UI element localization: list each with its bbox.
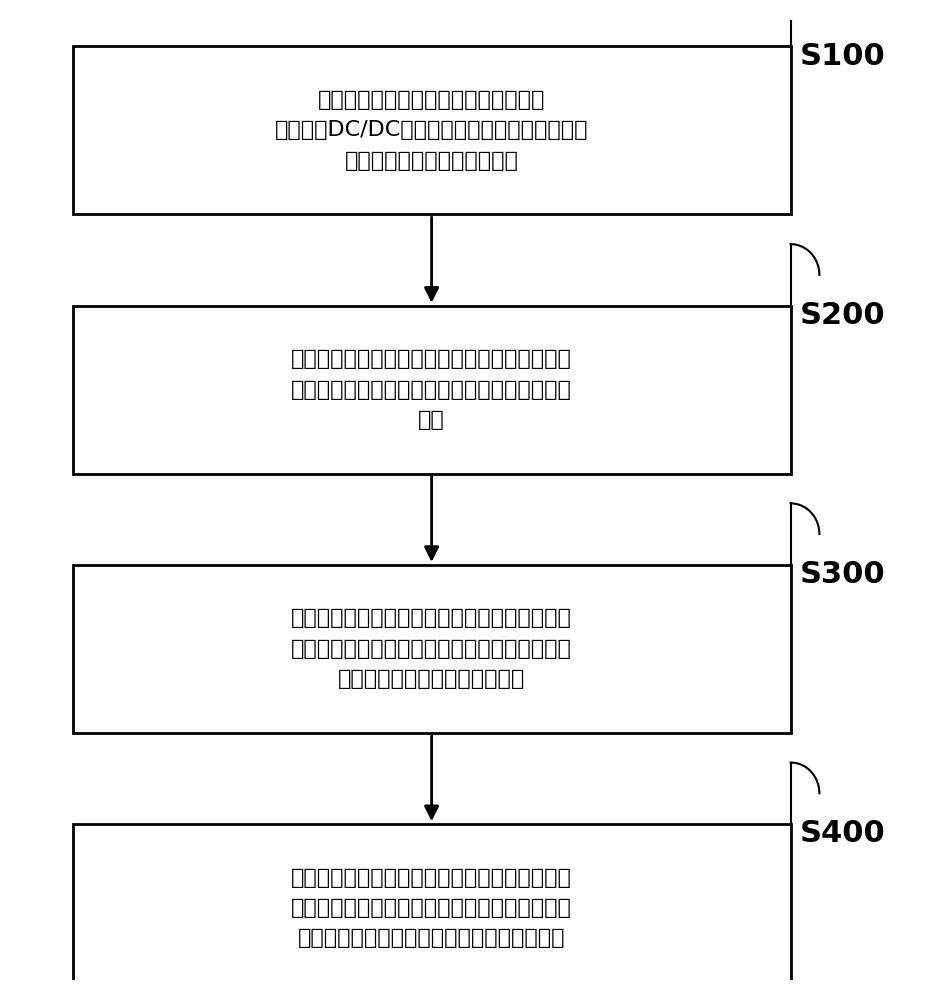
Text: S400: S400 bbox=[799, 819, 885, 848]
Text: S200: S200 bbox=[799, 301, 885, 330]
Text: 采集燃料电池输出端电压和电流信号，
采集单向DC/DC变换器输出端电压和电流信号，
采集需求侧的电压和电流信号: 采集燃料电池输出端电压和电流信号， 采集单向DC/DC变换器输出端电压和电流信号… bbox=[275, 90, 588, 171]
Bar bbox=[73, 565, 791, 733]
Text: 通过获取的燃料电池输出端电压、电流和功率评
估燃料电池运行性能，并量化出各燃料电池的健
康度: 通过获取的燃料电池输出端电压、电流和功率评 估燃料电池运行性能，并量化出各燃料电… bbox=[291, 349, 572, 430]
Text: S100: S100 bbox=[799, 42, 885, 71]
Text: 最后在实时自整定因子变化下通过电压外环和电
流内环的快速校正完成对燃料电池输出功率的自
适应调节，实现多堆燃料电池间的分布式控制: 最后在实时自整定因子变化下通过电压外环和电 流内环的快速校正完成对燃料电池输出功… bbox=[291, 868, 572, 948]
Text: S300: S300 bbox=[799, 560, 885, 589]
Bar bbox=[73, 824, 791, 992]
Bar bbox=[73, 46, 791, 214]
Bar bbox=[73, 306, 791, 474]
Text: 根据对燃料电池的健康度计算结果结合直流供电
网络的电路和载流特性计算出与各燃料电池当前
性能状态相关的实时自整定因子: 根据对燃料电池的健康度计算结果结合直流供电 网络的电路和载流特性计算出与各燃料电… bbox=[291, 608, 572, 689]
